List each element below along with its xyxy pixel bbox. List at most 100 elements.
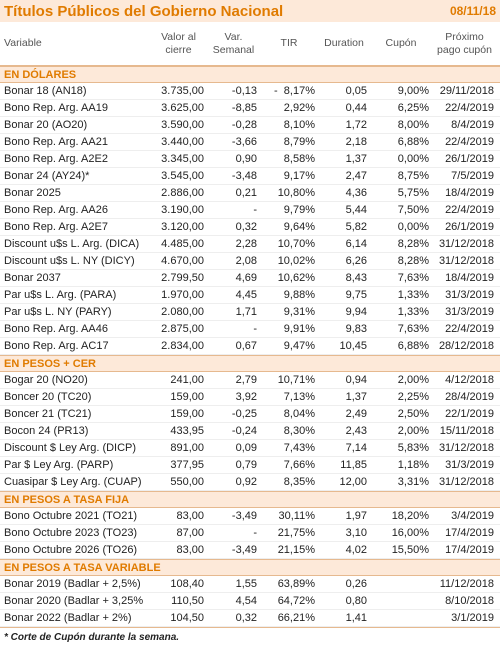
cell: 11/12/2018 bbox=[439, 578, 494, 590]
column-header-line: TIR bbox=[280, 37, 298, 49]
cell: 18/4/2019 bbox=[445, 187, 494, 199]
table-row: Par u$s L. NY (PARY) 2.080,00 1,71 9,31% 9,9… bbox=[0, 304, 500, 321]
table-row: Bono Rep. Arg. AA21 3.440,00 -3,66 8,79% 2,1… bbox=[0, 134, 500, 151]
table-row: Boncer 20 (TC20) 159,00 3,92 7,13% 1,37 2,25%… bbox=[0, 389, 500, 406]
table-row: Bonar 2019 (Badlar + 2,5%) 108,40 1,55 63,8… bbox=[0, 576, 500, 593]
cell: 9,00% bbox=[397, 85, 429, 97]
column-header-line: Semanal bbox=[212, 43, 255, 56]
column-header-line: Cupón bbox=[385, 37, 417, 49]
cell: 9,91% bbox=[283, 323, 315, 335]
cell: 9,75 bbox=[345, 289, 367, 301]
cell: -3,66 bbox=[231, 136, 257, 148]
cell: 0,92 bbox=[235, 476, 257, 488]
cell: 2.875,00 bbox=[161, 323, 204, 335]
bond-name: Bono Rep. Arg. AA46 bbox=[4, 323, 108, 335]
table-row: Discount $ Ley Arg. (DICP) 891,00 0,09 7,43… bbox=[0, 440, 500, 457]
cell: 2,92% bbox=[283, 102, 315, 114]
cell: 7,63% bbox=[397, 272, 429, 284]
bond-name: Bono Octubre 2023 (TO23) bbox=[4, 527, 138, 539]
bond-name: Bocon 24 (PR13) bbox=[4, 425, 89, 437]
column-header: Valor al cierre bbox=[150, 31, 207, 57]
bond-name: Par $ Ley Arg. (PARP) bbox=[4, 459, 114, 471]
cell: 8,00% bbox=[397, 119, 429, 131]
cell: 10,80% bbox=[277, 187, 315, 199]
cell: 17/4/2019 bbox=[445, 544, 494, 556]
bond-name: Bonar 2020 (Badlar + 3,25% bbox=[4, 595, 144, 607]
cell: 12,00 bbox=[339, 476, 367, 488]
cell: 3.190,00 bbox=[161, 204, 204, 216]
cell: 15,50% bbox=[391, 544, 429, 556]
cell: 0,00% bbox=[397, 221, 429, 233]
cell: 17/4/2019 bbox=[445, 527, 494, 539]
cell: -3,48 bbox=[231, 170, 257, 182]
table-row: Bonar 2022 (Badlar + 2%) 104,50 0,32 66,21%… bbox=[0, 610, 500, 627]
section-title: EN PESOS A TASA FIJA bbox=[0, 491, 500, 508]
column-header-line: pago cupón bbox=[437, 43, 492, 56]
cell: 31/3/2019 bbox=[445, 306, 494, 318]
cell: 7,50% bbox=[397, 204, 429, 216]
cell: 22/4/2019 bbox=[445, 204, 494, 216]
cell: 8/10/2018 bbox=[445, 595, 494, 607]
cell: 159,00 bbox=[170, 408, 204, 420]
cell: 0,94 bbox=[345, 374, 367, 386]
cell: 108,40 bbox=[170, 578, 204, 590]
cell: 66,21% bbox=[277, 612, 315, 624]
cell: 2,50% bbox=[397, 408, 429, 420]
cell: 21,15% bbox=[277, 544, 315, 556]
cell: 3,31% bbox=[397, 476, 429, 488]
cell: 5,83% bbox=[397, 442, 429, 454]
cell: 1,97 bbox=[345, 510, 367, 522]
cell: 28/12/2018 bbox=[438, 340, 494, 352]
cell: 64,72% bbox=[277, 595, 315, 607]
table-row: Bono Rep. Arg. A2E2 3.345,00 0,90 8,58% 1,37… bbox=[0, 151, 500, 168]
column-header-line: Valor al bbox=[161, 30, 196, 43]
cell: 26/1/2019 bbox=[445, 153, 494, 165]
table-row: Bonar 2025 2.886,00 0,21 10,80% 4,36 5,75% 18/… bbox=[0, 185, 500, 202]
cell: 377,95 bbox=[170, 459, 204, 471]
cell: 1.970,00 bbox=[161, 289, 204, 301]
column-header: Duration bbox=[318, 37, 370, 50]
bond-name: Bono Rep. Arg. AC17 bbox=[4, 340, 109, 352]
cell: 8,28% bbox=[397, 238, 429, 250]
cell: 3,92 bbox=[235, 391, 257, 403]
table-row: Par $ Ley Arg. (PARP) 377,95 0,79 7,66% 11,8… bbox=[0, 457, 500, 474]
cell: 3.590,00 bbox=[161, 119, 204, 131]
cell: 6,88% bbox=[397, 136, 429, 148]
table-row: Bonar 24 (AY24)* 3.545,00 -3,48 9,17% 2,47 8,… bbox=[0, 168, 500, 185]
bond-name: Bogar 20 (NO20) bbox=[4, 374, 88, 386]
bond-name: Bono Octubre 2021 (TO21) bbox=[4, 510, 138, 522]
cell: 22/4/2019 bbox=[445, 136, 494, 148]
bond-name: Bono Octubre 2026 (TO26) bbox=[4, 544, 138, 556]
cell: 0,32 bbox=[235, 612, 257, 624]
cell: 9,79% bbox=[283, 204, 315, 216]
cell: 891,00 bbox=[170, 442, 204, 454]
cell: 30,11% bbox=[278, 510, 316, 522]
cell: - 8,17% bbox=[274, 85, 315, 97]
table: Variable Valor al cierre Var. Semanal TIR Dura… bbox=[0, 22, 500, 627]
cell: 9,64% bbox=[283, 221, 315, 233]
cell: 8,28% bbox=[397, 255, 429, 267]
cell: 3.625,00 bbox=[161, 102, 204, 114]
cell: 9,88% bbox=[283, 289, 315, 301]
cell: 2,47 bbox=[345, 170, 367, 182]
bond-name: Boncer 20 (TC20) bbox=[4, 391, 92, 403]
cell: 2.799,50 bbox=[161, 272, 204, 284]
table-row: Bono Rep. Arg. AC17 2.834,00 0,67 9,47% 10,4… bbox=[0, 338, 500, 355]
table-row: Bono Rep. Arg. AA19 3.625,00 -8,85 2,92% 0,4… bbox=[0, 100, 500, 117]
cell: 0,32 bbox=[235, 221, 257, 233]
date: 08/11/18 bbox=[449, 4, 496, 18]
cell: -0,13 bbox=[231, 85, 257, 97]
column-header: Var. Semanal bbox=[207, 31, 260, 57]
cell: 4/12/2018 bbox=[445, 374, 494, 386]
cell: 1,33% bbox=[397, 306, 429, 318]
cell: 11,85 bbox=[340, 459, 367, 471]
table-row: Bono Rep. Arg. AA46 2.875,00 - 9,91% 9,83 7,6… bbox=[0, 321, 500, 338]
cell: 104,50 bbox=[170, 612, 204, 624]
cell: 16,00% bbox=[391, 527, 429, 539]
cell: - bbox=[253, 204, 257, 216]
table-row: Boncer 21 (TC21) 159,00 -0,25 8,04% 2,49 2,50… bbox=[0, 406, 500, 423]
cell: 5,75% bbox=[397, 187, 429, 199]
bond-name: Bono Rep. Arg. A2E2 bbox=[4, 153, 108, 165]
table-row: Par u$s L. Arg. (PARA) 1.970,00 4,45 9,88% 9… bbox=[0, 287, 500, 304]
cell: 8,43 bbox=[345, 272, 367, 284]
